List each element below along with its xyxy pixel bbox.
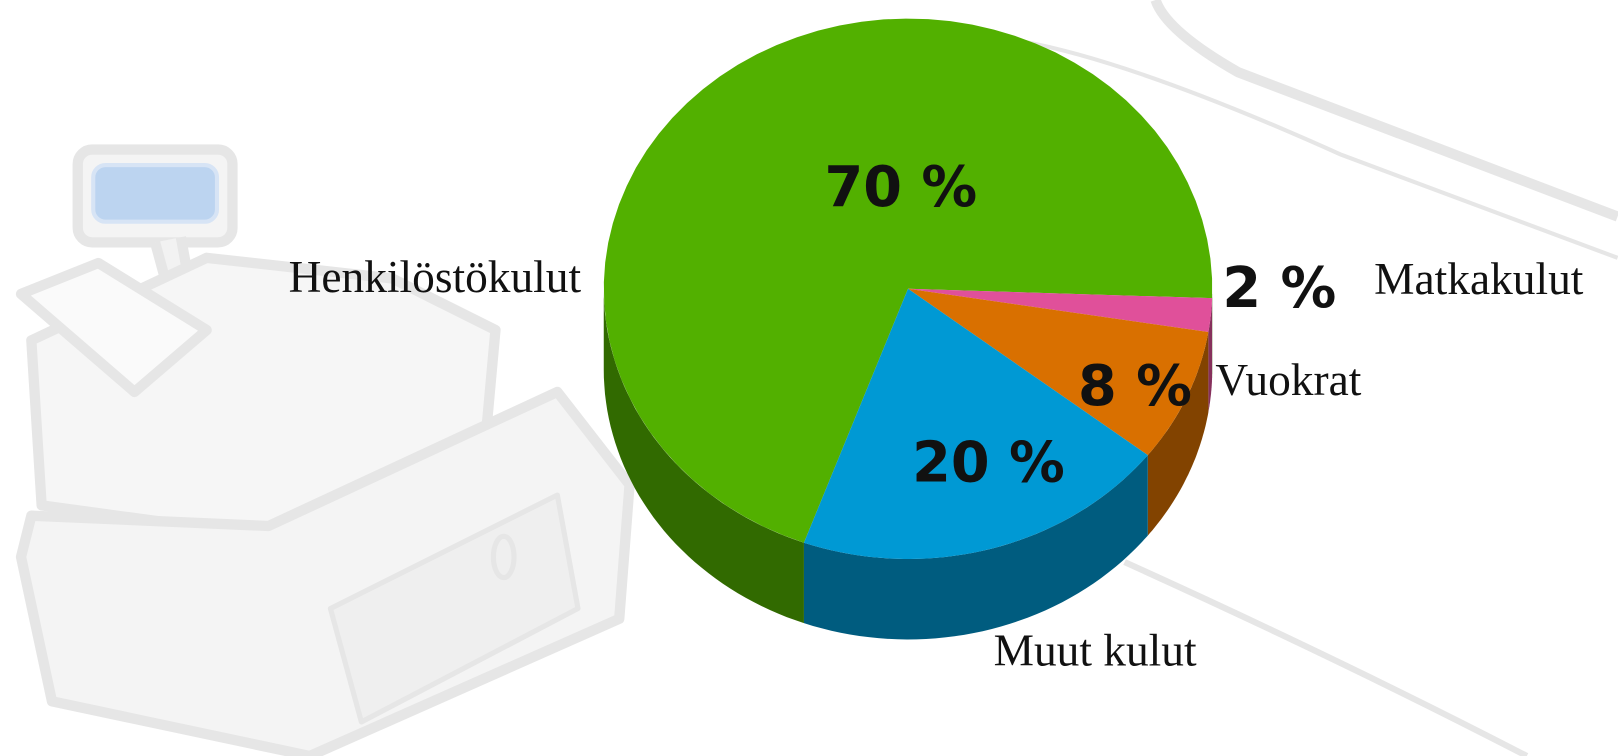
- chart: 70 % Henkilöstökulut 2 % Matkakulut 8 % Vuokr…: [0, 0, 1618, 756]
- category-label: Henkilöstökulut: [289, 252, 582, 302]
- value-label: 70 %: [824, 155, 977, 220]
- value-label: 20 %: [912, 430, 1065, 495]
- value-label: 2 %: [1222, 256, 1336, 321]
- category-label: Muut kulut: [994, 625, 1197, 675]
- pie: [604, 19, 1213, 640]
- page: {"chart_data": {"type": "pie", "categori…: [0, 0, 1618, 756]
- category-label: Vuokrat: [1215, 355, 1361, 405]
- category-label: Matkakulut: [1374, 254, 1584, 304]
- value-label: 8 %: [1078, 354, 1192, 419]
